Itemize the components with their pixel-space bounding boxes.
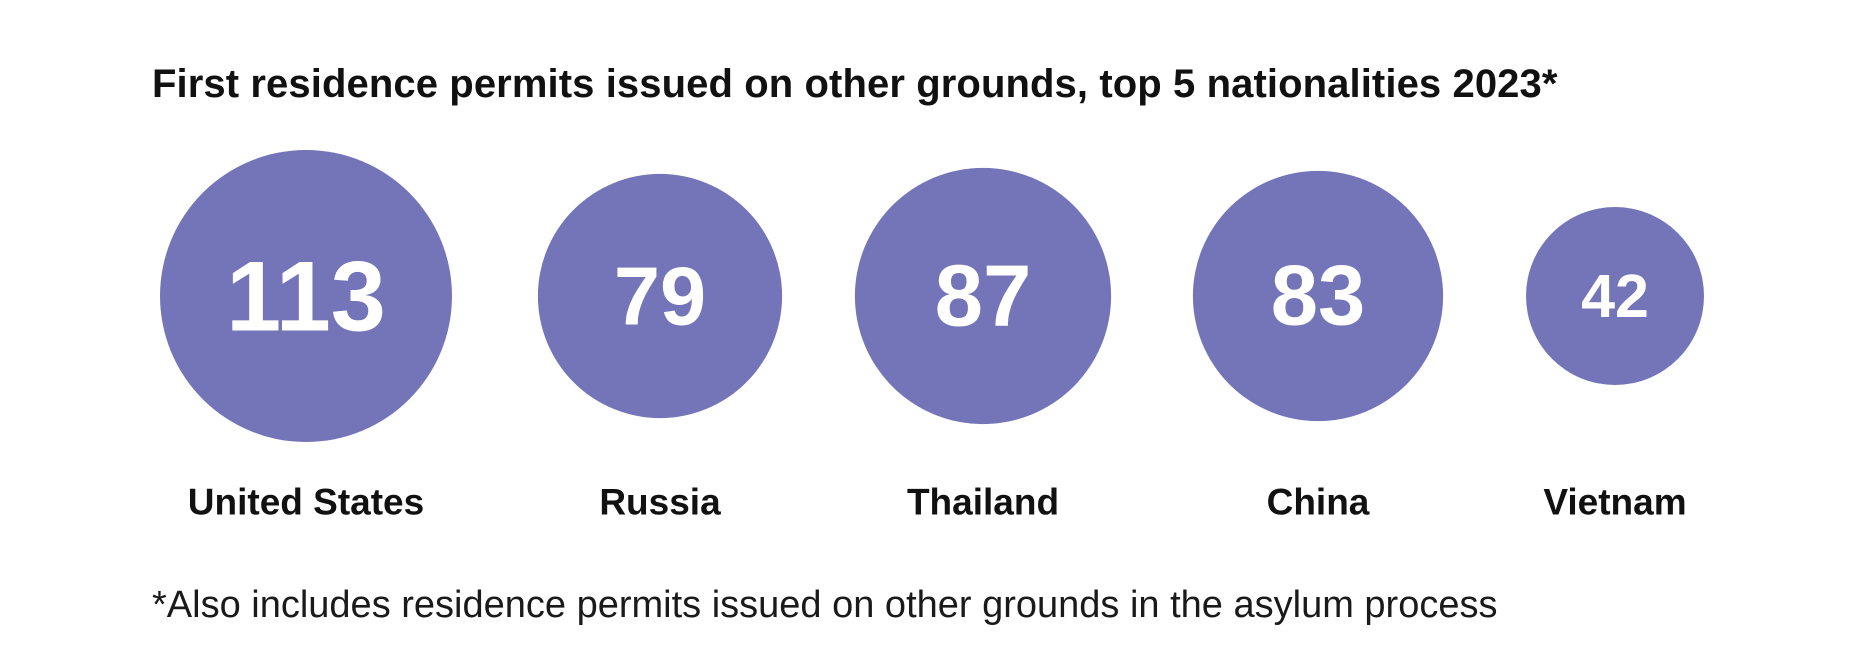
bubble [537, 173, 783, 419]
data-label: 79 [614, 250, 706, 343]
data-label: 83 [1271, 249, 1366, 344]
category-label: Vietnam [1543, 482, 1686, 523]
bubble-group: 87 Thailand [854, 167, 1112, 523]
bubble [1192, 170, 1444, 422]
data-label: 87 [935, 248, 1032, 345]
category-label: Thailand [907, 482, 1059, 523]
data-label: 42 [1581, 262, 1649, 330]
bubble [160, 150, 452, 442]
bubble-group: 79 Russia [537, 173, 783, 523]
data-label: 113 [226, 241, 386, 352]
bubble [1526, 207, 1704, 385]
category-label: United States [188, 482, 424, 523]
bubble-group: 113 United States [160, 150, 452, 523]
category-label: China [1267, 482, 1370, 523]
chart-title: First residence permits issued on other … [152, 62, 1558, 106]
bubble-group: 42 Vietnam [1526, 207, 1704, 523]
bubble [854, 167, 1112, 425]
category-label: Russia [599, 482, 721, 523]
footnote: *Also includes residence permits issued … [152, 584, 1498, 626]
bubble-group: 83 China [1192, 170, 1444, 523]
